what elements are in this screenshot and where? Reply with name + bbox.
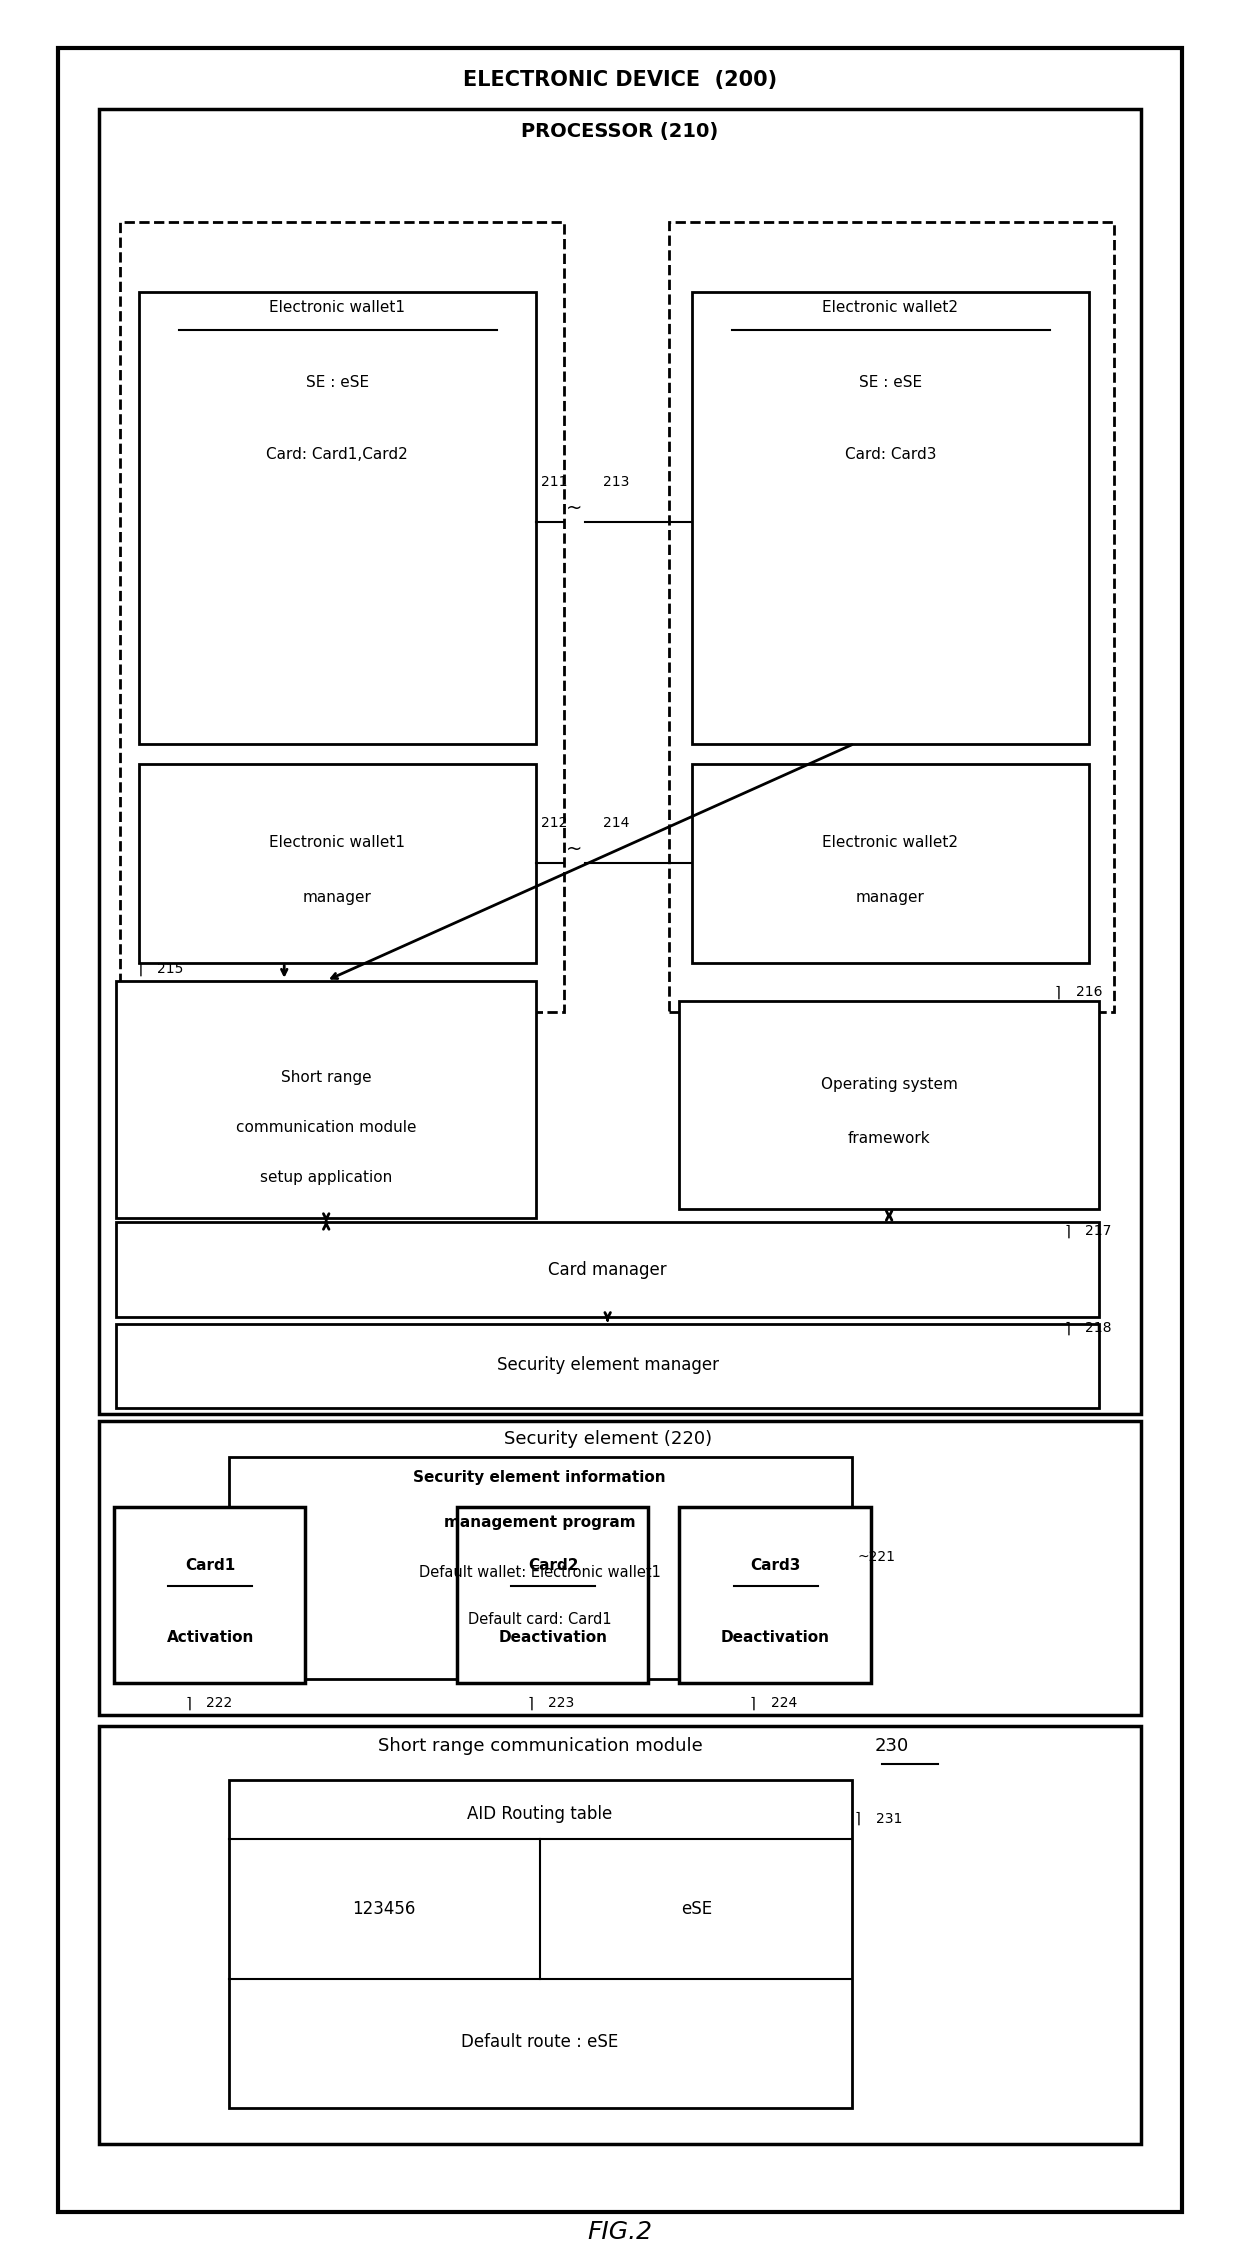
Text: Card manager: Card manager [548,1261,667,1279]
Text: Deactivation: Deactivation [720,1630,830,1646]
Text: 216: 216 [1075,985,1102,998]
Text: Electronic wallet1: Electronic wallet1 [269,835,405,851]
Bar [139,763,536,962]
Text: management program: management program [444,1515,636,1530]
Text: FIG.2: FIG.2 [588,2221,652,2244]
Bar [99,1422,1141,1714]
Text: 224: 224 [770,1696,797,1709]
Text: ⌉: ⌉ [136,962,143,976]
Text: Card2: Card2 [528,1558,579,1573]
Text: Electronic wallet1: Electronic wallet1 [269,301,405,315]
Bar [139,292,536,743]
Bar [692,763,1089,962]
Text: 214: 214 [603,815,630,829]
Text: communication module: communication module [236,1121,417,1134]
Text: Operating system: Operating system [821,1078,957,1091]
Text: Short range: Short range [281,1071,372,1084]
Bar [680,1508,870,1682]
Text: SE : eSE: SE : eSE [859,376,921,389]
Text: 218: 218 [1085,1322,1112,1336]
Text: ~: ~ [567,498,583,518]
Text: 213: 213 [603,475,630,489]
Text: Security element information: Security element information [413,1469,666,1485]
Bar [117,1223,1099,1318]
Text: 223: 223 [548,1696,574,1709]
Text: Electronic wallet2: Electronic wallet2 [822,835,959,851]
Bar [228,1780,852,2108]
Text: Deactivation: Deactivation [498,1630,608,1646]
Text: Card: Card3: Card: Card3 [844,446,936,462]
Text: ⌉: ⌉ [1064,1225,1070,1238]
Text: ~221: ~221 [857,1549,895,1564]
Text: ⌉: ⌉ [750,1696,755,1712]
Text: Card1: Card1 [185,1558,236,1573]
Bar [692,292,1089,743]
Text: 230: 230 [874,1736,909,1755]
Text: Default card: Card1: Default card: Card1 [467,1612,611,1628]
Text: 211: 211 [542,475,568,489]
Text: manager: manager [303,890,372,906]
Text: 231: 231 [875,1811,901,1825]
Text: ELECTRONIC DEVICE  (200): ELECTRONIC DEVICE (200) [463,70,777,91]
Bar [117,980,536,1218]
Text: ~: ~ [567,840,583,860]
Bar [670,222,1114,1012]
Bar [99,109,1141,1415]
Text: ⌉: ⌉ [1054,985,1060,998]
Bar [114,1508,305,1682]
Bar [680,1001,1099,1209]
Text: ⌉: ⌉ [854,1811,861,1827]
Bar [120,222,564,1012]
Text: ⌉: ⌉ [1064,1320,1070,1336]
Bar [99,1725,1141,2144]
Text: 123456: 123456 [352,1899,415,1918]
Text: 222: 222 [207,1696,233,1709]
Text: PROCESSOR (210): PROCESSOR (210) [521,122,719,140]
Text: 215: 215 [157,962,184,976]
Text: Default route : eSE: Default route : eSE [461,2033,619,2051]
Text: Default wallet: Electronic wallet1: Default wallet: Electronic wallet1 [419,1564,661,1580]
Text: Security element (220): Security element (220) [503,1431,712,1449]
Text: Electronic wallet2: Electronic wallet2 [822,301,959,315]
Text: framework: framework [848,1132,930,1146]
Text: 217: 217 [1085,1225,1112,1238]
Text: ⌉: ⌉ [186,1696,191,1712]
Text: eSE: eSE [681,1899,712,1918]
Text: Short range communication module: Short range communication module [378,1736,714,1755]
Text: AID Routing table: AID Routing table [467,1804,613,1823]
Bar [458,1508,649,1682]
Text: Card: Card1,Card2: Card: Card1,Card2 [267,446,408,462]
Text: Card3: Card3 [750,1558,801,1573]
Text: 212: 212 [542,815,568,829]
Bar [228,1458,852,1678]
Text: SE : eSE: SE : eSE [306,376,368,389]
Bar [117,1324,1099,1408]
Text: Security element manager: Security element manager [497,1356,719,1374]
Text: setup application: setup application [260,1170,392,1184]
Text: ⌉: ⌉ [527,1696,533,1712]
Text: manager: manager [856,890,925,906]
Text: Activation: Activation [166,1630,254,1646]
